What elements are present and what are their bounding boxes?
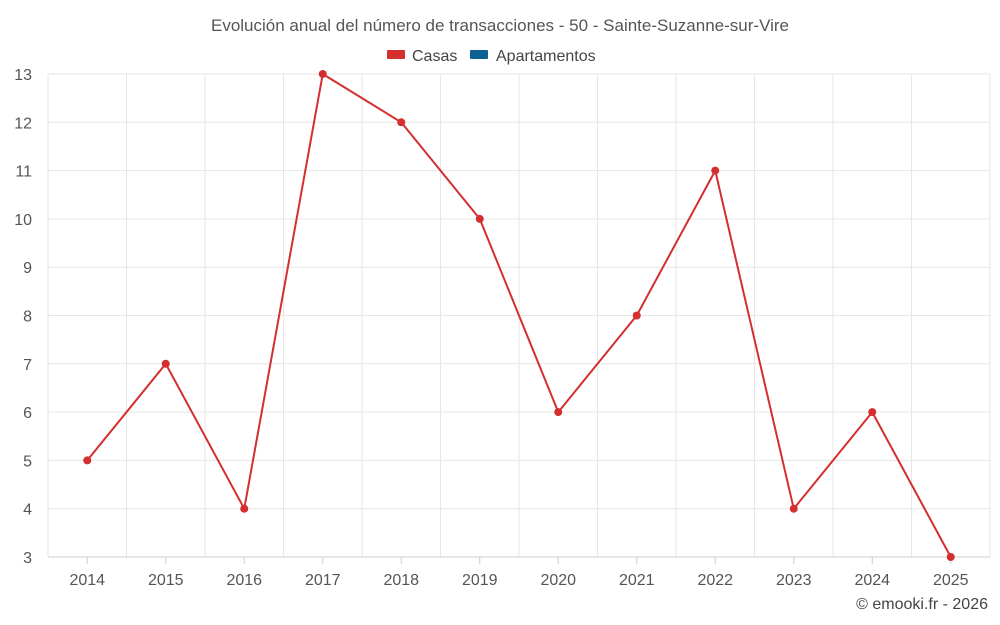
data-point-2025[interactable] xyxy=(946,553,955,561)
x-tick-label-2021: 2021 xyxy=(619,572,655,589)
data-point-2023[interactable] xyxy=(789,504,798,513)
series-line-casas xyxy=(86,73,952,558)
x-tick-label-2022: 2022 xyxy=(697,572,733,589)
series-casas xyxy=(83,70,955,561)
x-tick-label-2015: 2015 xyxy=(148,572,184,589)
legend-label-apartamentos[interactable]: Apartamentos xyxy=(496,48,596,65)
y-axis: 3 4 5 6 7 8 9 10 11 12 13 xyxy=(14,67,32,567)
y-tick-label-6: 6 xyxy=(23,405,32,422)
y-tick-label-5: 5 xyxy=(23,453,32,470)
data-point-2016[interactable] xyxy=(240,504,249,513)
x-tick-label-2023: 2023 xyxy=(776,572,812,589)
chart-title: Evolución anual del número de transaccio… xyxy=(211,16,789,35)
credit-text: © emooki.fr - 2026 xyxy=(856,596,988,613)
y-tick-label-13: 13 xyxy=(14,67,32,84)
data-point-2021[interactable] xyxy=(632,311,641,320)
x-tick-label-2017: 2017 xyxy=(305,572,341,589)
data-point-2015[interactable] xyxy=(161,359,170,368)
x-tick-label-2025: 2025 xyxy=(933,572,969,589)
legend-swatch-casas xyxy=(387,50,405,59)
x-tick-label-2014: 2014 xyxy=(69,572,105,589)
data-point-2020[interactable] xyxy=(554,408,563,417)
data-point-2024[interactable] xyxy=(868,408,877,417)
grid xyxy=(47,73,991,557)
y-tick-label-8: 8 xyxy=(23,309,32,326)
data-point-2017[interactable] xyxy=(318,70,327,78)
data-point-2019[interactable] xyxy=(475,214,484,223)
x-axis: 2014 2015 2016 2017 2018 2019 2020 2021 2022 2023… xyxy=(48,556,990,589)
x-tick-label-2019: 2019 xyxy=(462,572,498,589)
data-point-2018[interactable] xyxy=(397,118,406,127)
y-tick-label-11: 11 xyxy=(15,164,32,181)
x-tick-label-2020: 2020 xyxy=(540,572,576,589)
data-point-2014[interactable] xyxy=(83,456,92,465)
legend: Casas Apartamentos xyxy=(387,48,596,65)
legend-label-casas[interactable]: Casas xyxy=(412,48,457,65)
data-point-2022[interactable] xyxy=(711,166,720,175)
legend-swatch-apartamentos xyxy=(470,50,488,59)
y-tick-label-9: 9 xyxy=(23,260,32,277)
y-tick-label-4: 4 xyxy=(23,502,32,519)
x-tick-label-2018: 2018 xyxy=(383,572,419,589)
y-tick-label-3: 3 xyxy=(23,550,32,567)
y-tick-label-10: 10 xyxy=(14,212,32,229)
x-tick-label-2024: 2024 xyxy=(854,572,890,589)
y-tick-label-7: 7 xyxy=(23,357,32,374)
y-tick-label-12: 12 xyxy=(14,115,32,132)
x-tick-label-2016: 2016 xyxy=(226,572,262,589)
